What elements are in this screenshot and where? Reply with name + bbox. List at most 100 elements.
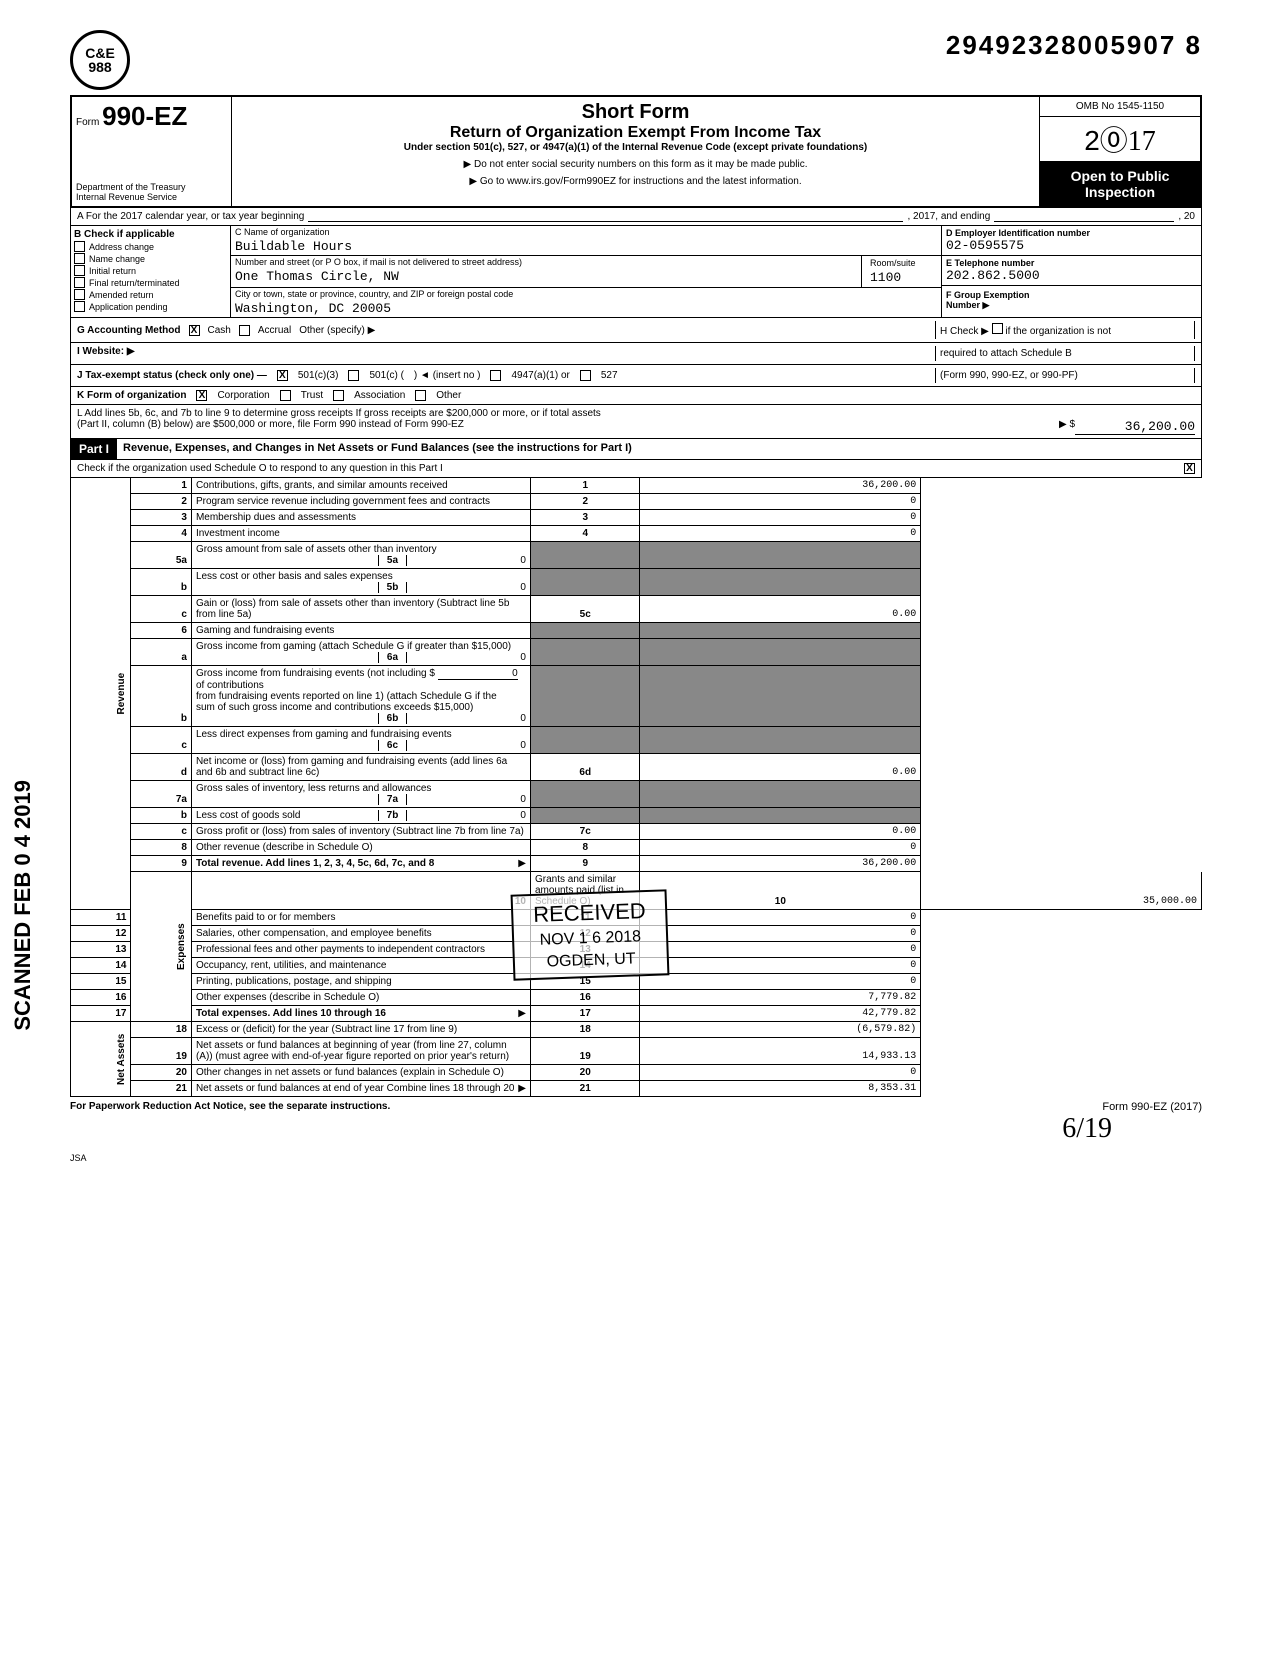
l6b-d1v: 0 bbox=[438, 668, 518, 680]
schedule-b-checkbox[interactable] bbox=[992, 323, 1003, 334]
l3-amt: 0 bbox=[640, 510, 921, 526]
handwritten-date: 6/19 bbox=[1062, 1113, 1112, 1145]
l8-num: 8 bbox=[131, 840, 191, 856]
501c3-checkbox[interactable] bbox=[277, 370, 288, 381]
l19-rn: 19 bbox=[530, 1038, 639, 1065]
group-label: F Group Exemption bbox=[946, 290, 1197, 300]
l6b-samt: 0 bbox=[406, 713, 526, 724]
l5b-desc: Less cost or other basis and sales expen… bbox=[196, 571, 393, 582]
dept-irs: Internal Revenue Service bbox=[76, 192, 227, 202]
l21-rn: 21 bbox=[530, 1081, 639, 1097]
line-k: K Form of organization Corporation Trust… bbox=[70, 387, 1202, 405]
gross-receipts: 36,200.00 bbox=[1075, 419, 1195, 435]
l17-amt: 42,779.82 bbox=[640, 1006, 921, 1022]
part-i-row: Part I Revenue, Expenses, and Changes in… bbox=[70, 439, 1202, 460]
l11-amt: 0 bbox=[640, 910, 921, 926]
addr-value: One Thomas Circle, NW bbox=[231, 268, 861, 285]
501c-checkbox[interactable] bbox=[348, 370, 359, 381]
ce-stamp: C&E 988 bbox=[70, 30, 130, 90]
ein-label: D Employer Identification number bbox=[946, 228, 1197, 238]
form-header: Form 990-EZ Department of the Treasury I… bbox=[70, 95, 1202, 208]
corp-checkbox[interactable] bbox=[196, 390, 207, 401]
l15-desc: Printing, publications, postage, and shi… bbox=[191, 974, 530, 990]
final-return-checkbox[interactable] bbox=[74, 277, 85, 288]
l5a-sn: 5a bbox=[378, 555, 406, 566]
part-i-title: Revenue, Expenses, and Changes in Net As… bbox=[117, 439, 1201, 459]
open-public: Open to Public Inspection bbox=[1040, 162, 1200, 206]
line-g: G Accounting Method Cash Accrual Other (… bbox=[70, 318, 1202, 343]
omb-number: OMB No 1545-1150 bbox=[1040, 97, 1200, 117]
l5c-rn: 5c bbox=[530, 596, 639, 623]
h-text2: if the organization is not bbox=[1005, 326, 1111, 337]
l6a-desc: Gross income from gaming (attach Schedul… bbox=[196, 641, 511, 652]
l6b-d2: from fundraising events reported on line… bbox=[196, 691, 526, 702]
footer: For Paperwork Reduction Act Notice, see … bbox=[70, 1101, 1202, 1113]
l4-rn: 4 bbox=[530, 526, 639, 542]
trust-label: Trust bbox=[301, 390, 323, 401]
initial-return-label: Initial return bbox=[89, 266, 136, 276]
schedule-o-check-row: Check if the organization used Schedule … bbox=[70, 460, 1202, 478]
l3-desc: Membership dues and assessments bbox=[191, 510, 530, 526]
501c-label: 501(c) ( bbox=[369, 370, 403, 381]
l3-num: 3 bbox=[131, 510, 191, 526]
trust-checkbox[interactable] bbox=[280, 390, 291, 401]
527-checkbox[interactable] bbox=[580, 370, 591, 381]
l5c-desc: Gain or (loss) from sale of assets other… bbox=[191, 596, 530, 623]
initial-return-checkbox[interactable] bbox=[74, 265, 85, 276]
l14-amt: 0 bbox=[640, 958, 921, 974]
l4-num: 4 bbox=[131, 526, 191, 542]
revenue-section-label: Revenue bbox=[71, 478, 131, 910]
l7a-shade bbox=[530, 781, 639, 808]
l6-shade bbox=[530, 623, 639, 639]
l15-num: 15 bbox=[71, 974, 131, 990]
accrual-checkbox[interactable] bbox=[239, 325, 250, 336]
l6b-d1: Gross income from fundraising events (no… bbox=[196, 668, 435, 679]
line-a-mid: , 2017, and ending bbox=[907, 211, 990, 222]
net-assets-section-label: Net Assets bbox=[71, 1022, 131, 1097]
4947-checkbox[interactable] bbox=[490, 370, 501, 381]
l8-desc: Other revenue (describe in Schedule O) bbox=[191, 840, 530, 856]
line-l-arrow: ▶ $ bbox=[1059, 419, 1075, 435]
corp-label: Corporation bbox=[217, 390, 269, 401]
h-text3: required to attach Schedule B bbox=[940, 348, 1190, 359]
app-pending-checkbox[interactable] bbox=[74, 301, 85, 312]
l6b-d1s: of contributions bbox=[196, 680, 264, 691]
assoc-checkbox[interactable] bbox=[333, 390, 344, 401]
schedule-o-checkbox[interactable] bbox=[1184, 463, 1195, 474]
open-line1: Open to Public bbox=[1046, 168, 1194, 184]
l7c-desc: Gross profit or (loss) from sales of inv… bbox=[191, 824, 530, 840]
line-l-text2: (Part II, column (B) below) are $500,000… bbox=[77, 419, 464, 435]
l6a-amt-shade bbox=[640, 639, 921, 666]
part-i-label: Part I bbox=[71, 439, 117, 459]
l10-num: 10 bbox=[191, 872, 530, 910]
l6-num: 6 bbox=[131, 623, 191, 639]
l6c-samt: 0 bbox=[406, 740, 526, 751]
l13-num: 13 bbox=[71, 942, 131, 958]
entity-table: B Check if applicable Address change Nam… bbox=[70, 226, 1202, 318]
l1-amt: 36,200.00 bbox=[640, 478, 921, 494]
other-org-checkbox[interactable] bbox=[415, 390, 426, 401]
expenses-section-label: Expenses bbox=[131, 872, 191, 1022]
cash-checkbox[interactable] bbox=[189, 325, 200, 336]
l16-rn: 16 bbox=[530, 990, 639, 1006]
name-change-checkbox[interactable] bbox=[74, 253, 85, 264]
insert-no-label: ) ◄ (insert no ) bbox=[414, 370, 481, 381]
l6b-d3: sum of such gross income and contributio… bbox=[196, 702, 473, 713]
address-change-checkbox[interactable] bbox=[74, 241, 85, 252]
l6c-amt-shade bbox=[640, 727, 921, 754]
l3-rn: 3 bbox=[530, 510, 639, 526]
l2-rn: 2 bbox=[530, 494, 639, 510]
l7b-num: b bbox=[131, 808, 191, 824]
amended-return-checkbox[interactable] bbox=[74, 289, 85, 300]
l11-desc: Benefits paid to or for members bbox=[196, 912, 336, 923]
l10-rn: 10 bbox=[640, 872, 921, 910]
website-label: I Website: ▶ bbox=[77, 346, 135, 361]
l7c-rn: 7c bbox=[530, 824, 639, 840]
l14-desc: Occupancy, rent, utilities, and maintena… bbox=[191, 958, 530, 974]
l7b-amt-shade bbox=[640, 808, 921, 824]
l5c-num: c bbox=[131, 596, 191, 623]
line-i: I Website: ▶ required to attach Schedule… bbox=[70, 343, 1202, 365]
l1-num: 1 bbox=[131, 478, 191, 494]
line-j: J Tax-exempt status (check only one) — 5… bbox=[70, 365, 1202, 387]
line-a-prefix: A For the 2017 calendar year, or tax yea… bbox=[77, 211, 304, 222]
